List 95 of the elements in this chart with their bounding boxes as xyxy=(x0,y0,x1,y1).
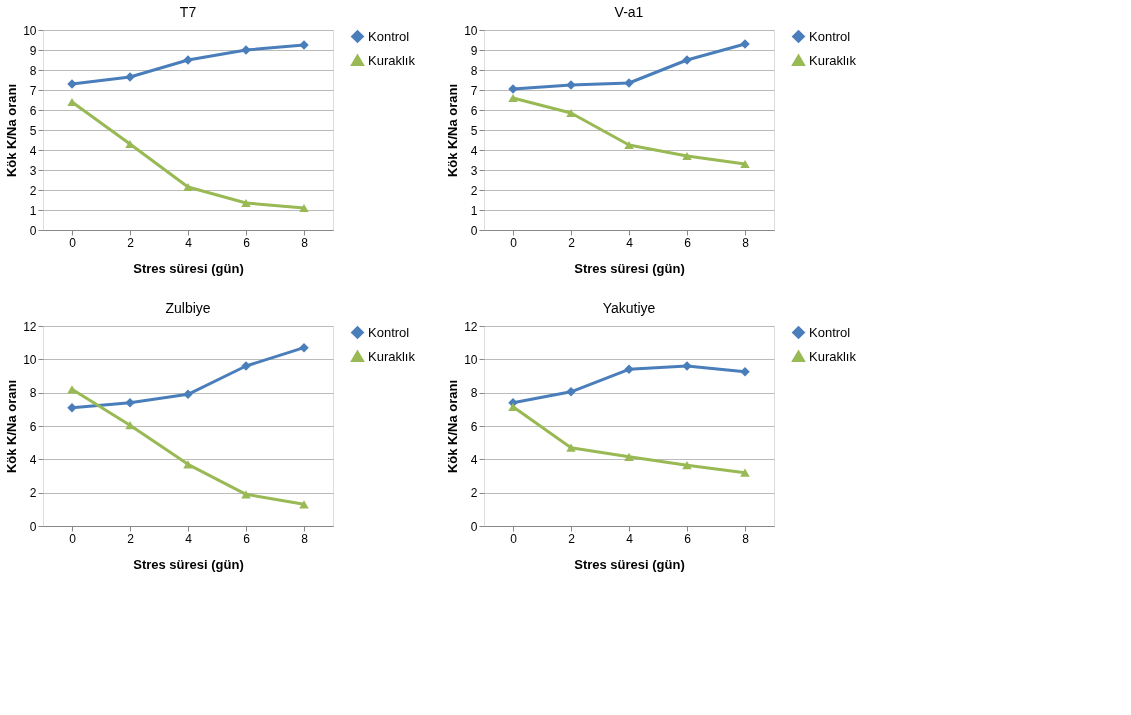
y-axis-title: Kök K/Na oranı xyxy=(445,83,461,178)
x-axis-title: Stres süresi (gün) xyxy=(574,260,685,276)
x-tick-label: 6 xyxy=(243,235,251,250)
point xyxy=(566,443,576,452)
point xyxy=(624,140,634,150)
legend-label: Kuraklık xyxy=(368,52,416,68)
y-tick-label: 5 xyxy=(470,123,478,138)
y-tick-label: 4 xyxy=(29,452,37,467)
y-axis-title: Kök K/Na oranı xyxy=(445,379,461,474)
y-tick-label: 2 xyxy=(470,183,478,198)
x-tick-label: 4 xyxy=(626,531,634,546)
x-tick-label: 4 xyxy=(185,235,193,250)
point xyxy=(682,151,692,161)
x-tick-label: 0 xyxy=(510,235,518,250)
y-tick-label: 6 xyxy=(470,419,478,434)
chart-title: Yakutiye xyxy=(602,300,656,316)
y-tick-label: 10 xyxy=(23,23,37,38)
y-tick-label: 6 xyxy=(29,419,37,434)
y-tick-label: 6 xyxy=(29,103,37,118)
y-tick-label: 2 xyxy=(29,486,37,501)
y-tick-label: 7 xyxy=(470,83,478,98)
point xyxy=(299,203,309,213)
y-tick-label: 8 xyxy=(470,63,478,78)
point xyxy=(183,182,193,192)
y-axis-title: Kök K/Na oranı xyxy=(4,83,20,178)
y-tick-label: 4 xyxy=(470,452,478,467)
point xyxy=(566,108,576,118)
point xyxy=(299,342,309,353)
chart-title: T7 xyxy=(179,4,197,20)
y-tick-label: 3 xyxy=(470,163,478,178)
y-tick-label: 12 xyxy=(464,319,478,334)
legend-label: Kontrol xyxy=(809,28,851,44)
point xyxy=(183,389,193,400)
x-tick-label: 0 xyxy=(69,531,77,546)
x-tick-label: 4 xyxy=(185,531,193,546)
point xyxy=(125,397,135,408)
x-tick-label: 2 xyxy=(568,235,576,250)
x-tick-label: 2 xyxy=(568,531,576,546)
x-tick-label: 8 xyxy=(742,531,750,546)
y-tick-label: 10 xyxy=(23,352,37,367)
y-tick-label: 6 xyxy=(470,103,478,118)
y-tick-label: 2 xyxy=(29,183,37,198)
legend-label: Kuraklık xyxy=(809,52,857,68)
x-tick-label: 6 xyxy=(684,235,692,250)
point xyxy=(740,468,750,477)
y-tick-label: 7 xyxy=(29,83,37,98)
x-tick-label: 6 xyxy=(684,531,692,546)
y-tick-label: 4 xyxy=(470,143,478,158)
y-tick-label: 9 xyxy=(29,43,37,58)
point xyxy=(624,364,634,375)
point xyxy=(67,402,77,413)
y-tick-label: 8 xyxy=(470,386,478,401)
y-tick-label: 1 xyxy=(29,203,37,218)
chart-title: Zulbiye xyxy=(165,300,211,316)
chart-title: V-a1 xyxy=(614,4,644,20)
y-tick-label: 0 xyxy=(470,223,478,238)
y-tick-label: 0 xyxy=(29,223,37,238)
x-axis-title: Stres süresi (gün) xyxy=(133,260,244,276)
x-tick-label: 2 xyxy=(127,531,135,546)
x-tick-label: 6 xyxy=(243,531,251,546)
y-tick-label: 10 xyxy=(464,352,478,367)
legend-label: Kuraklık xyxy=(368,348,416,364)
x-tick-label: 8 xyxy=(301,531,309,546)
y-tick-label: 0 xyxy=(470,519,478,534)
y-tick-label: 4 xyxy=(29,143,37,158)
y-tick-label: 9 xyxy=(470,43,478,58)
point xyxy=(241,198,251,208)
y-tick-label: 10 xyxy=(464,23,478,38)
point xyxy=(508,402,518,411)
x-tick-label: 2 xyxy=(127,235,135,250)
point xyxy=(125,421,135,430)
legend-label: Kuraklık xyxy=(809,348,857,364)
y-tick-label: 8 xyxy=(29,386,37,401)
x-tick-label: 0 xyxy=(510,531,518,546)
x-tick-label: 8 xyxy=(742,235,750,250)
x-axis-title: Stres süresi (gün) xyxy=(574,556,685,572)
x-tick-label: 8 xyxy=(301,235,309,250)
y-tick-label: 0 xyxy=(29,519,37,534)
y-tick-label: 2 xyxy=(470,486,478,501)
legend-label: Kontrol xyxy=(368,324,410,340)
x-tick-label: 0 xyxy=(69,235,77,250)
legend-label: Kontrol xyxy=(368,28,410,44)
y-tick-label: 8 xyxy=(29,63,37,78)
point xyxy=(624,452,634,461)
y-tick-label: 3 xyxy=(29,163,37,178)
legend-label: Kontrol xyxy=(809,324,851,340)
point xyxy=(508,93,518,103)
y-tick-label: 1 xyxy=(470,203,478,218)
x-axis-title: Stres süresi (gün) xyxy=(133,556,244,572)
point xyxy=(740,159,750,169)
y-axis-title: Kök K/Na oranı xyxy=(4,379,20,474)
point xyxy=(682,461,692,470)
y-tick-label: 12 xyxy=(23,319,37,334)
y-tick-label: 5 xyxy=(29,123,37,138)
x-tick-label: 4 xyxy=(626,235,634,250)
